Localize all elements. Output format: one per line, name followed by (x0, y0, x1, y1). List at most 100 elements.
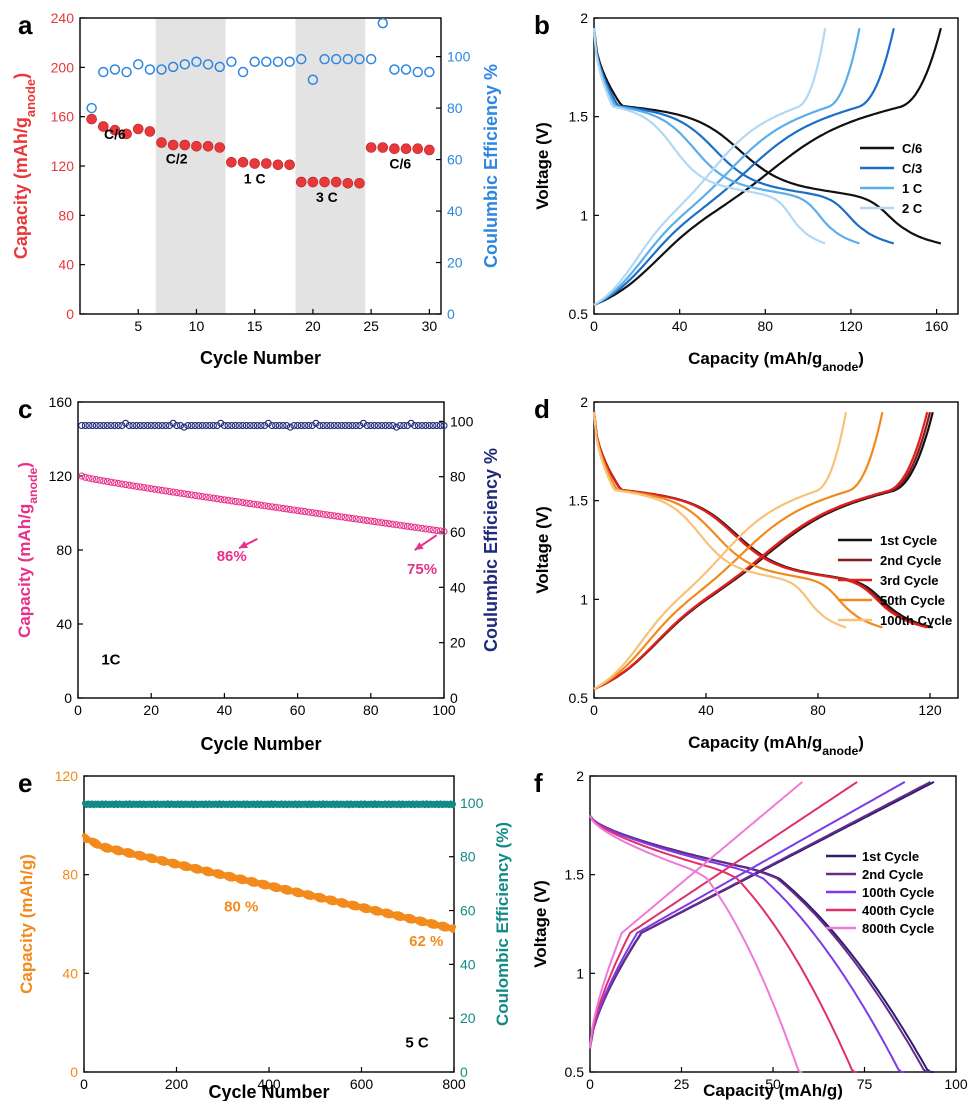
efficiency-point (86, 102, 97, 114)
capacity-point (217, 495, 225, 503)
y-left-axis-tick-label: 120 (49, 468, 73, 484)
capacity-point (414, 524, 422, 532)
capacity-point (231, 497, 239, 505)
y-left-axis-title: Capacity (mAh/ganode) (15, 462, 40, 638)
capacity-point (235, 498, 243, 506)
x-axis-tick-label: 100 (944, 1076, 968, 1092)
efficiency-point (436, 421, 444, 430)
y-left-axis-tick-label: 0 (64, 690, 72, 706)
x-axis-tick-label: 120 (918, 702, 942, 718)
efficiency-point (118, 421, 126, 430)
capacity-point (290, 506, 298, 514)
capacity-point (272, 503, 280, 511)
rate-label: C/2 (166, 151, 188, 167)
charge-curve (593, 411, 929, 690)
capacity-point (359, 516, 368, 524)
capacity-point (341, 513, 349, 521)
capacity-point (89, 475, 97, 483)
capacity-point (411, 523, 419, 531)
capacity-point (78, 472, 86, 480)
capacity-point (136, 483, 144, 491)
capacity-point (154, 486, 163, 494)
efficiency-point (122, 419, 130, 427)
efficiency-point (429, 421, 437, 430)
efficiency-point (433, 421, 441, 430)
efficiency-point (144, 64, 156, 75)
efficiency-point (348, 421, 357, 430)
efficiency-point (345, 421, 353, 430)
capacity-point (109, 124, 121, 136)
capacity-point (365, 142, 377, 153)
efficiency-point (81, 421, 89, 430)
x-axis-tick-label: 0 (74, 702, 82, 718)
y-axis-tick-label: 2 (576, 768, 584, 784)
efficiency-point (356, 421, 364, 430)
efficiency-point (191, 421, 199, 430)
capacity-point (418, 524, 426, 532)
efficiency-point (140, 421, 148, 430)
capacity-point (118, 480, 126, 488)
capacity-point (125, 481, 133, 489)
efficiency-point (109, 64, 121, 75)
capacity-point (283, 505, 291, 513)
capacity-point (295, 176, 307, 188)
capacity-point (96, 476, 104, 484)
efficiency-point (370, 421, 379, 430)
capacity-point (202, 493, 210, 501)
annotation-arrowhead (414, 542, 424, 550)
capacity-point (264, 502, 272, 510)
efficiency-point (316, 421, 324, 430)
y-axis-tick-label: 2 (580, 394, 588, 410)
annotation-label: 75% (407, 561, 437, 578)
capacity-point (195, 492, 203, 500)
efficiency-point (307, 74, 319, 86)
x-axis-tick-label: 75 (857, 1076, 873, 1092)
capacity-point (114, 479, 122, 487)
efficiency-point (319, 53, 330, 65)
capacity-point (213, 495, 221, 503)
capacity-point (425, 525, 433, 533)
legend-label: 2nd Cycle (862, 867, 923, 882)
capacity-point (173, 489, 181, 497)
capacity-point (308, 509, 316, 517)
efficiency-point (214, 61, 225, 73)
capacity-point (305, 508, 313, 516)
capacity-point (81, 473, 89, 481)
capacity-point (121, 128, 132, 140)
capacity-point (345, 514, 353, 522)
charge-curve (593, 411, 884, 690)
y-axis-tick-label: 1.5 (569, 109, 589, 125)
charge-curve (589, 781, 931, 1049)
capacity-point (316, 510, 324, 518)
efficiency-point (365, 53, 377, 65)
efficiency-point (107, 421, 115, 430)
x-axis-tick-label: 40 (698, 702, 714, 718)
y-axis-tick-label: 1.5 (565, 867, 585, 883)
legend: C/6 C/3 1 C 2 C (860, 141, 923, 216)
efficiency-point (239, 421, 247, 430)
efficiency-point (156, 64, 167, 75)
rate-label: C/6 (104, 126, 126, 142)
efficiency-point (125, 421, 133, 430)
efficiency-point (412, 66, 423, 78)
efficiency-point (305, 421, 313, 430)
x-axis-title: Cycle Number (200, 734, 321, 754)
y-left-axis-title: Capacity (mAh/g) (17, 854, 36, 994)
capacity-point (268, 503, 276, 511)
efficiency-point (422, 421, 430, 430)
efficiency-point (92, 421, 100, 430)
capacity-point (396, 521, 404, 529)
efficiency-point (396, 421, 404, 430)
x-axis-tick-label: 40 (217, 702, 233, 718)
efficiency-point (342, 53, 354, 65)
efficiency-point (286, 423, 294, 431)
capacity-point (307, 176, 319, 188)
efficiency-point (143, 421, 152, 430)
efficiency-point (377, 17, 389, 29)
x-axis-tick-label: 400 (257, 1076, 281, 1092)
capacity-point (352, 515, 360, 523)
capacity-point (165, 487, 174, 496)
capacity-point (103, 477, 111, 486)
efficiency-point (85, 421, 93, 430)
capacity-point (403, 522, 411, 530)
